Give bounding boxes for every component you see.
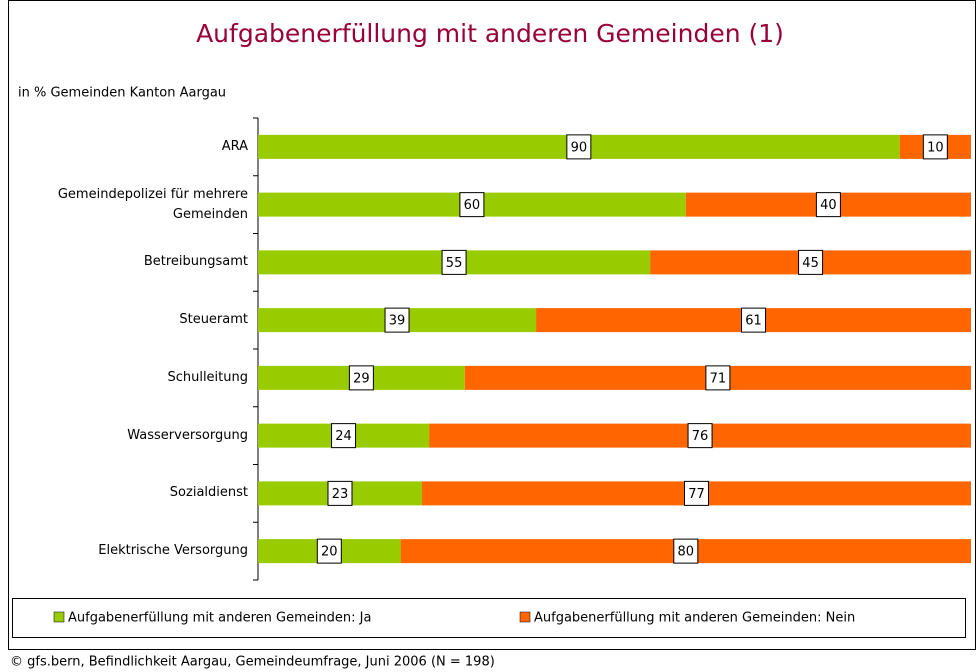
- category-label: Schulleitung: [167, 369, 248, 385]
- value-label: 45: [802, 256, 819, 271]
- subtitle: in % Gemeinden Kanton Aargau: [18, 86, 226, 101]
- legend-label: Aufgabenerfüllung mit anderen Gemeinden:…: [68, 611, 371, 626]
- value-label-box: [798, 249, 824, 275]
- value-label-box: [683, 480, 709, 506]
- value-label-box: [705, 365, 731, 391]
- value-label: 39: [389, 314, 406, 329]
- chart-title: Aufgabenerfüllung mit anderen Gemeinden …: [196, 19, 784, 48]
- value-label: 76: [692, 429, 709, 444]
- value-label-box: [673, 538, 699, 564]
- value-label-box: [316, 538, 342, 564]
- value-label-box: [348, 365, 374, 391]
- value-label: 24: [335, 429, 352, 444]
- value-label-box: [331, 423, 357, 449]
- category-label: Gemeindepolizei für mehrere Gemeinden: [57, 186, 248, 222]
- value-label: 23: [332, 487, 349, 502]
- value-label: 80: [678, 545, 695, 560]
- value-label: 55: [446, 256, 463, 271]
- legend-box: [12, 598, 966, 638]
- value-label-box: [327, 480, 353, 506]
- legend-swatch: [519, 611, 531, 623]
- category-label: Wasserversorgung: [127, 427, 248, 443]
- value-label-box: [741, 307, 767, 333]
- value-label: 10: [927, 140, 944, 155]
- value-label: 20: [321, 545, 338, 560]
- value-label: 29: [353, 371, 370, 386]
- value-label: 60: [464, 198, 481, 213]
- value-label: 40: [820, 198, 837, 213]
- category-label: Elektrische Versorgung: [98, 543, 248, 559]
- value-label: 77: [688, 487, 705, 502]
- category-label: ARA: [221, 138, 248, 154]
- value-label-box: [922, 134, 948, 160]
- footer: © gfs.bern, Befindlichkeit Aargau, Gemei…: [10, 655, 495, 670]
- category-label: Sozialdienst: [169, 485, 248, 501]
- category-label: Betreibungsamt: [143, 254, 248, 270]
- value-label: 90: [571, 140, 588, 155]
- value-label-box: [384, 307, 410, 333]
- value-label-box: [687, 423, 713, 449]
- value-label-box: [815, 192, 841, 218]
- legend-label: Aufgabenerfüllung mit anderen Gemeinden:…: [534, 611, 855, 626]
- value-label-box: [566, 134, 592, 160]
- frame: [8, 0, 976, 650]
- value-label-box: [459, 192, 485, 218]
- value-label: 71: [710, 371, 727, 386]
- value-label-box: [441, 249, 467, 275]
- category-label: Steueramt: [179, 312, 248, 328]
- legend-swatch: [53, 611, 65, 623]
- value-label: 61: [745, 314, 762, 329]
